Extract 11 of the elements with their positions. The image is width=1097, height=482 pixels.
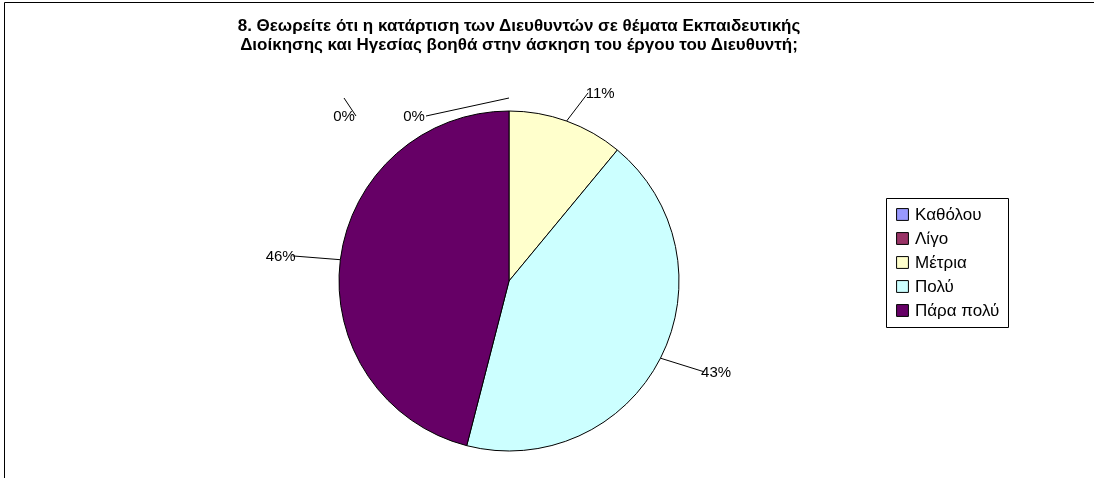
text: 0% (333, 107, 355, 124)
chart-title: 8. Θεωρείτε ότι η κατάρτιση των Διευθυντών σε θέματα Εκπαιδευτικής Διοίκησης και Ηγεσίας βοηθά στην άσκηση του έργου του Διευθυντή; (237, 16, 801, 54)
text: 0% (403, 107, 425, 124)
data-label: 43% (701, 362, 732, 380)
data-label: 11% (585, 83, 615, 101)
legend-label: Πολύ (915, 276, 954, 296)
legend-label: Μέτρια (915, 252, 967, 272)
data-label: 46% (265, 246, 296, 264)
legend-label: Λίγο (915, 228, 949, 248)
legend-label: Καθόλου (915, 204, 982, 224)
legend-label: Πάρα πολύ (915, 300, 1000, 320)
